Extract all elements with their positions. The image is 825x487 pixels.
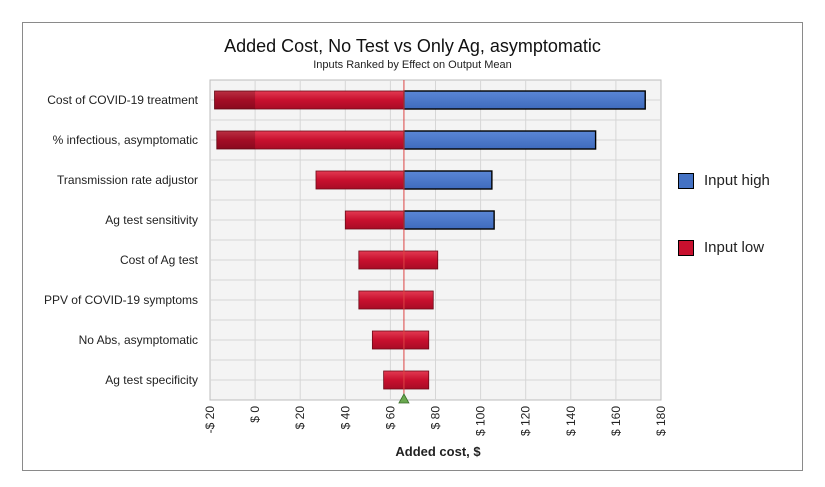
category-label: Ag test specificity [105,373,198,387]
legend-item-input-high: Input high [678,172,770,189]
x-tick-label: $ 80 [429,406,443,430]
bar-input-low [315,170,405,190]
bar-input-high [403,130,597,150]
category-label: % infectious, asymptomatic [53,133,198,147]
chart-subtitle: Inputs Ranked by Effect on Output Mean [313,59,512,71]
bar-input-high [403,170,493,190]
bars-group [214,90,646,390]
x-tick-label: -$ 20 [203,406,217,434]
category-label: Cost of Ag test [120,253,199,267]
legend-swatch-high [678,172,694,189]
chart-title: Added Cost, No Test vs Only Ag, asymptom… [224,36,601,56]
bar-input-low [371,330,430,350]
x-tick-label: $ 100 [474,406,488,436]
x-tick-label: $ 20 [293,406,307,430]
x-tick-label: $ 60 [383,406,397,430]
x-tick-label: $ 0 [248,406,262,423]
legend-item-input-low: Input low [678,239,764,256]
legend-swatch-low [678,239,694,256]
x-tick-label: $ 40 [338,406,352,430]
category-label: PPV of COVID-19 symptoms [44,293,198,307]
category-label: No Abs, asymptomatic [79,333,198,347]
category-label: Cost of COVID-19 treatment [47,93,198,107]
bar-input-low [383,370,430,390]
bar-input-low [344,210,405,230]
category-label: Transmission rate adjustor [57,173,198,187]
category-label: Ag test sensitivity [105,213,198,227]
bar-input-high [403,210,495,230]
mean-marker-triangle [398,393,410,404]
x-tick-label: $ 140 [564,406,578,436]
category-labels: Cost of COVID-19 treatment % infectious, … [44,93,199,387]
bar-input-low-shade [216,131,256,149]
bar-input-low [358,290,434,310]
bar-input-high [403,90,646,110]
x-tick-label: $ 180 [654,406,668,436]
x-axis-title: Added cost, $ [395,444,481,459]
bar-input-low-shade [214,91,256,109]
x-tick-label: $ 160 [609,406,623,436]
x-tick-labels: -$ 20 $ 0 $ 20 $ 40 $ 60 $ 80 $ 100 $ 120 $ 140 $… [203,406,668,436]
x-tick-label: $ 120 [519,406,533,436]
legend-label-low: Input low [704,239,765,256]
bar-input-low [358,250,439,270]
legend-label-high: Input high [704,172,770,189]
